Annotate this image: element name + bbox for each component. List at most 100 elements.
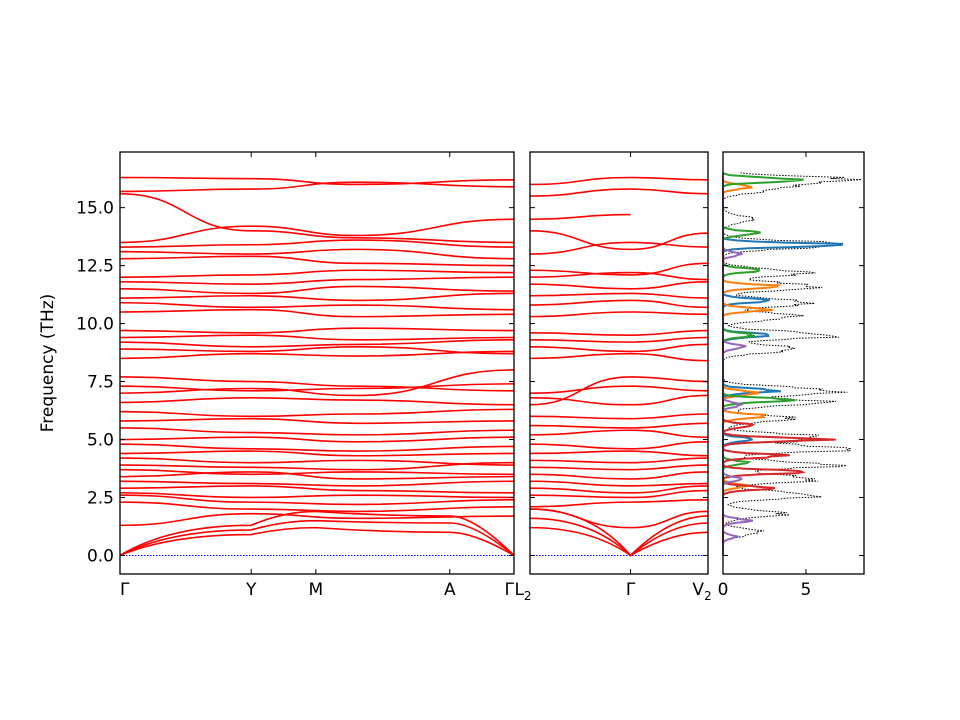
- x-axis-ticks-2: L2 Γ V2: [514, 152, 712, 603]
- band-line: [529, 489, 709, 499]
- band-line: [119, 276, 515, 285]
- band-line: [529, 281, 709, 290]
- band-line: [529, 441, 709, 450]
- band-line: [119, 408, 515, 418]
- x-tick-label: M: [308, 580, 323, 600]
- band-line: [119, 376, 515, 392]
- acoustic-band-line: [529, 526, 709, 557]
- band-line: [529, 299, 709, 309]
- band-line: [119, 218, 515, 244]
- band-line: [119, 176, 515, 186]
- band-line: [529, 230, 709, 251]
- partial-dos-line: [722, 172, 804, 556]
- band-line: [529, 352, 709, 362]
- band-line: [119, 450, 515, 457]
- band-line: [119, 308, 515, 318]
- band-line: [529, 464, 709, 471]
- band-line: [529, 450, 709, 457]
- y-axis-ticks: 0.0 2.5 5.0 7.5 10.0 12.5 15.0: [76, 199, 514, 566]
- x-tick-label: 0: [718, 580, 729, 600]
- y-tick-label: 12.5: [76, 257, 114, 277]
- x-tick-label: V2: [692, 580, 711, 603]
- y-tick-label: 7.5: [87, 373, 114, 393]
- band-line: [119, 269, 515, 279]
- band-line: [119, 468, 515, 476]
- band-structure-panel: 0.0 2.5 5.0 7.5 10.0 12.5 15.0 Γ Y M A Γ: [76, 151, 515, 600]
- band-line: [529, 499, 709, 508]
- band-lines: [119, 176, 515, 557]
- band-line: [529, 429, 709, 438]
- band-line: [119, 457, 515, 466]
- band-line: [119, 248, 515, 260]
- band-line: [119, 485, 515, 494]
- y-tick-label: 15.0: [76, 199, 114, 219]
- band-line: [529, 241, 709, 255]
- band-line: [119, 396, 515, 406]
- band-line: [119, 301, 515, 311]
- band-line: [119, 492, 515, 499]
- band-line: [529, 457, 709, 464]
- band-line: [119, 239, 515, 248]
- band-line: [119, 345, 515, 355]
- band-line: [529, 271, 709, 281]
- band-line: [529, 262, 709, 276]
- band-structure-frame: [119, 151, 515, 575]
- dos-lines: [722, 172, 862, 556]
- band-line: [119, 461, 515, 471]
- band-line: [119, 255, 515, 267]
- band-line: [529, 471, 709, 480]
- y-tick-label: 2.5: [87, 488, 114, 508]
- band-structure-2-panel: L2 Γ V2: [514, 151, 712, 603]
- band-line: [529, 329, 709, 336]
- x-tick-label: Γ: [626, 580, 636, 600]
- band-line: [529, 376, 709, 406]
- band-line: [119, 192, 515, 244]
- band-line: [119, 327, 515, 334]
- y-axis-title: Frequency (THz): [38, 294, 58, 433]
- band-line: [119, 471, 515, 480]
- band-line: [119, 339, 515, 348]
- band-line: [529, 343, 709, 353]
- band-line: [119, 480, 515, 487]
- y-axis-ticks-2: [530, 207, 708, 556]
- band-line: [119, 512, 515, 527]
- band-lines-2: [529, 176, 709, 557]
- x-tick-label: Γ: [120, 580, 130, 600]
- band-line: [119, 285, 515, 295]
- x-tick-label: L2: [514, 580, 531, 603]
- band-line: [529, 311, 709, 318]
- band-line: [529, 485, 709, 494]
- x-tick-label: Y: [245, 580, 257, 600]
- band-line: [119, 369, 515, 397]
- band-line: [119, 292, 515, 302]
- acoustic-band-line: [119, 510, 515, 557]
- band-line: [119, 436, 515, 443]
- acoustic-band-line: [119, 519, 515, 557]
- band-line: [119, 443, 515, 452]
- band-line: [119, 494, 515, 506]
- x-tick-label: 5: [801, 580, 812, 600]
- y-tick-label: 5.0: [87, 431, 114, 451]
- band-line: [529, 480, 709, 487]
- band-line: [529, 336, 709, 343]
- projected-dos-frame: [722, 151, 865, 575]
- y-tick-label: 10.0: [76, 315, 114, 335]
- band-line: [529, 422, 709, 429]
- band-line: [529, 176, 709, 186]
- band-line: [119, 427, 515, 436]
- band-line: [119, 350, 515, 360]
- band-line: [119, 501, 515, 513]
- band-line: [529, 385, 709, 394]
- band-line: [529, 292, 709, 299]
- band-line: [529, 188, 709, 197]
- band-line: [529, 413, 709, 420]
- band-line: [119, 334, 515, 341]
- band-line: [119, 181, 515, 193]
- band-line: [529, 394, 709, 406]
- acoustic-band-line: [529, 517, 709, 557]
- band-line: [119, 417, 515, 425]
